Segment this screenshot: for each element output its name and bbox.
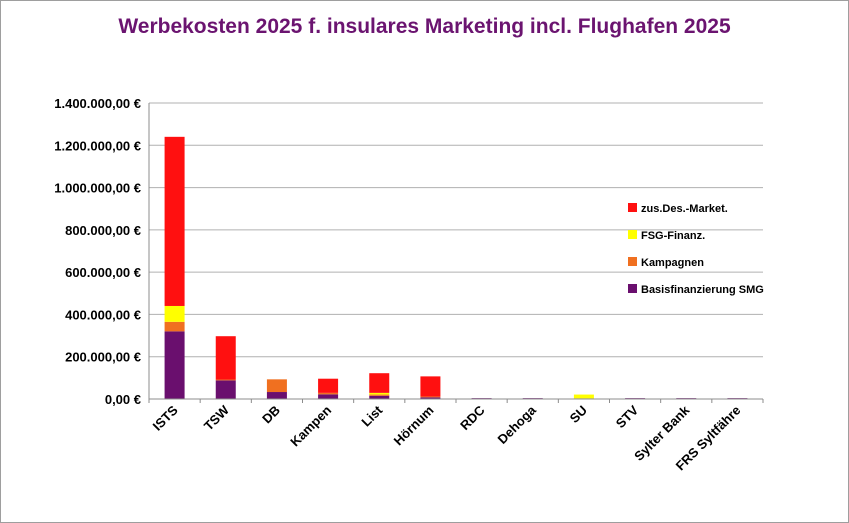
legend-swatch xyxy=(628,257,637,266)
bar-segment xyxy=(369,394,390,396)
bar-segment xyxy=(266,379,287,393)
x-tick-label: Hörnum xyxy=(391,403,437,449)
legend-swatch xyxy=(628,203,637,212)
bar-segment xyxy=(215,379,236,381)
legend: zus.Des.-Market. FSG-Finanz. Kampagnen Basi… xyxy=(628,203,764,296)
x-tick-label: ISTS xyxy=(150,402,181,433)
x-tick-label: DB xyxy=(259,403,283,427)
bar-segment xyxy=(318,378,339,393)
y-tick-label: 800.000,00 € xyxy=(65,223,141,238)
bar-segment xyxy=(369,392,390,395)
bar-segment xyxy=(369,395,390,399)
y-tick-label: 1.400.000,00 € xyxy=(54,96,141,111)
legend-label: Basisfinanzierung SMG xyxy=(641,284,764,296)
x-tick-label: Dehoga xyxy=(495,402,540,447)
axes xyxy=(148,103,764,403)
bar-segment xyxy=(164,331,185,399)
bar-segment xyxy=(318,394,339,399)
bars xyxy=(164,136,748,400)
bar-segment xyxy=(369,373,390,393)
bar-segment xyxy=(164,305,185,322)
x-tick-label: Kampen xyxy=(287,402,334,449)
x-tick-label: SU xyxy=(567,403,590,426)
bar-segment xyxy=(318,392,339,395)
x-tick-label: TSW xyxy=(201,402,233,434)
legend-swatch xyxy=(628,230,637,239)
y-tick-label: 0,00 € xyxy=(105,392,141,407)
bar-segment xyxy=(164,321,185,332)
gridlines xyxy=(149,102,763,358)
x-tick-label: STV xyxy=(613,402,642,431)
y-tick-label: 200.000,00 € xyxy=(65,350,141,365)
legend-swatch xyxy=(628,284,637,293)
bar-segment xyxy=(266,392,287,399)
bar-segment xyxy=(215,380,236,399)
bar-segment xyxy=(164,136,185,306)
y-axis-ticks: 0,00 € 200.000,00 € 400.000,00 € 600.000,00… xyxy=(54,96,141,407)
bar-segment xyxy=(420,397,441,399)
bar-segment xyxy=(420,396,441,398)
legend-label: zus.Des.-Market. xyxy=(641,203,728,215)
x-tick-label: RDC xyxy=(457,402,488,433)
bar-segment xyxy=(215,336,236,380)
bar-segment xyxy=(573,394,594,399)
x-tick-label: List xyxy=(358,402,385,429)
legend-label: FSG-Finanz. xyxy=(641,230,705,242)
legend-label: Kampagnen xyxy=(641,257,704,269)
y-tick-label: 600.000,00 € xyxy=(65,265,141,280)
bar-segment xyxy=(420,376,441,397)
x-axis-ticks: ISTS TSW DB Kampen List Hörnum RDC Dehoga SU STVS… xyxy=(150,402,744,473)
y-tick-label: 1.000.000,00 € xyxy=(54,181,141,196)
y-tick-label: 400.000,00 € xyxy=(65,307,141,322)
chart-title: Werbekosten 2025 f. insulares Marketing … xyxy=(118,15,731,38)
y-tick-label: 1.200.000,00 € xyxy=(54,138,141,153)
